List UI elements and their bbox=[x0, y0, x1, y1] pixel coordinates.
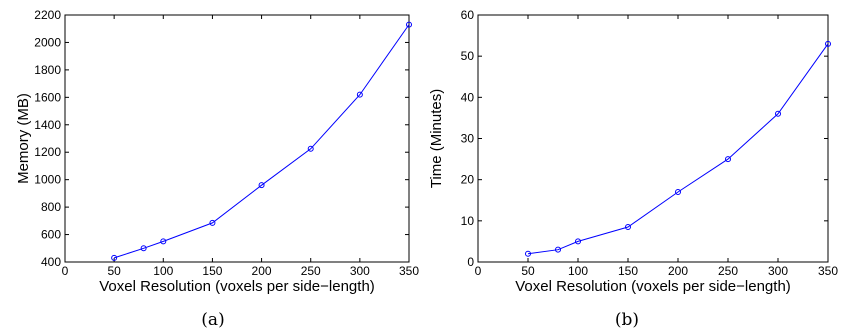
panel-caption: (a) bbox=[201, 310, 224, 330]
y-tick-label: 50 bbox=[461, 49, 475, 63]
data-point bbox=[555, 246, 561, 253]
y-tick-label: 1400 bbox=[34, 118, 61, 132]
x-tick-label: 50 bbox=[107, 264, 121, 278]
panel-caption: (b) bbox=[615, 310, 639, 330]
data-point bbox=[209, 219, 216, 226]
x-tick-label: 100 bbox=[568, 264, 588, 278]
data-point bbox=[525, 250, 531, 257]
series-line bbox=[113, 24, 410, 259]
y-tick-label: 1000 bbox=[34, 173, 61, 187]
y-axis-label: Memory (MB) bbox=[15, 93, 32, 184]
data-point bbox=[356, 91, 363, 98]
x-tick-label: 150 bbox=[202, 264, 222, 278]
data-point bbox=[140, 245, 147, 252]
y-tick-label: 0 bbox=[467, 255, 474, 269]
x-axis-label: Voxel Resolution (voxels per side−length… bbox=[99, 278, 375, 295]
data-point bbox=[406, 21, 412, 28]
data-point bbox=[625, 224, 631, 231]
data-point bbox=[307, 145, 314, 152]
y-axis-label: Time (Minutes) bbox=[428, 89, 445, 188]
x-tick-label: 200 bbox=[668, 264, 688, 278]
x-tick-label: 350 bbox=[399, 264, 419, 278]
y-tick-label: 20 bbox=[461, 173, 475, 187]
y-tick-label: 1200 bbox=[34, 145, 61, 159]
x-tick-label: 350 bbox=[818, 264, 838, 278]
x-axis-label: Voxel Resolution (voxels per side−length… bbox=[515, 278, 791, 295]
y-tick-label: 400 bbox=[41, 255, 61, 269]
y-tick-label: 60 bbox=[461, 8, 475, 22]
data-point bbox=[725, 156, 731, 163]
y-tick-label: 800 bbox=[41, 200, 61, 214]
y-tick-label: 2200 bbox=[34, 8, 61, 22]
x-tick-label: 150 bbox=[618, 264, 638, 278]
x-tick-label: 50 bbox=[521, 264, 535, 278]
y-tick-label: 1800 bbox=[34, 63, 61, 77]
y-tick-label: 2000 bbox=[34, 35, 61, 49]
y-tick-label: 1600 bbox=[34, 90, 61, 104]
y-tick-label: 30 bbox=[461, 132, 475, 146]
x-tick-label: 300 bbox=[350, 264, 370, 278]
plot-frame bbox=[477, 14, 829, 263]
data-point bbox=[775, 110, 781, 117]
x-tick-label: 0 bbox=[475, 264, 482, 278]
y-tick-label: 40 bbox=[461, 90, 475, 104]
x-tick-label: 250 bbox=[718, 264, 738, 278]
x-tick-label: 200 bbox=[252, 264, 272, 278]
data-point bbox=[111, 254, 118, 261]
data-point bbox=[160, 238, 167, 245]
data-point bbox=[575, 238, 581, 245]
series-line bbox=[527, 43, 829, 255]
data-point bbox=[258, 182, 265, 189]
x-tick-label: 100 bbox=[153, 264, 173, 278]
x-tick-label: 250 bbox=[301, 264, 321, 278]
y-tick-label: 10 bbox=[461, 214, 475, 228]
chart-panel-b: 0 50 100 150 200 250 300 350 0 10 20 30 40 50 60 Voxel … bbox=[428, 8, 838, 330]
data-point bbox=[825, 40, 831, 47]
chart-panel-a: 0 50 100 150 200 250 300 350 400 600 800 1000 1200 14… bbox=[15, 8, 419, 330]
x-tick-label: 0 bbox=[62, 264, 69, 278]
data-point bbox=[675, 189, 681, 196]
plot-frame bbox=[64, 14, 410, 263]
y-tick-label: 600 bbox=[41, 228, 61, 242]
x-tick-label: 300 bbox=[768, 264, 788, 278]
